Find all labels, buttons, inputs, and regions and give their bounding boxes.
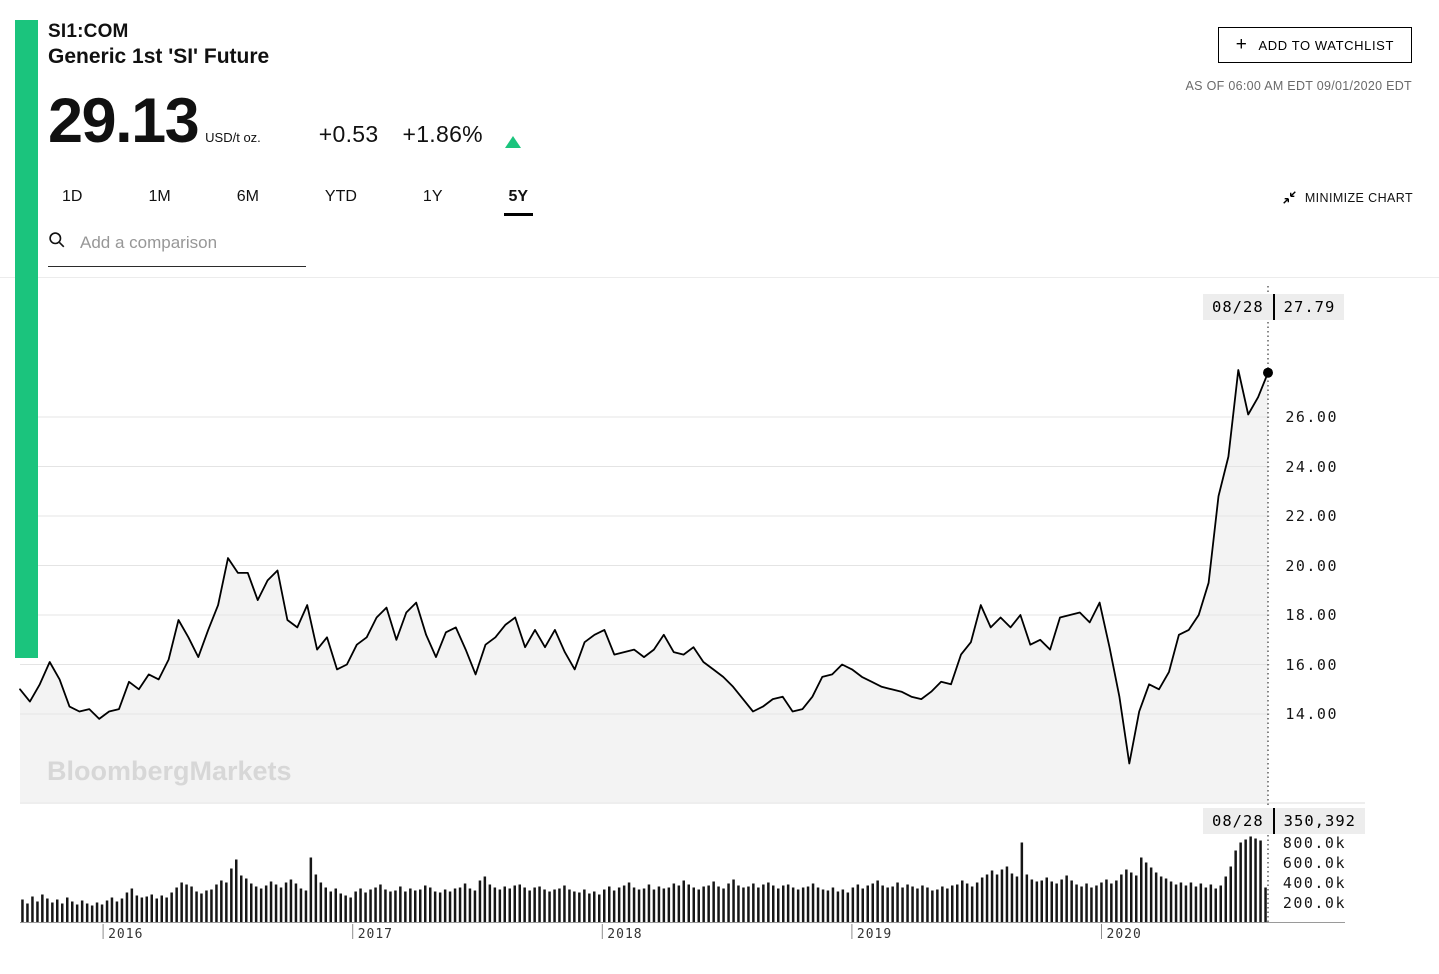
add-to-watchlist-label: ADD TO WATCHLIST (1258, 37, 1394, 53)
volume-axis-label: 600.0k (1282, 853, 1346, 872)
header-chart-divider (0, 277, 1439, 278)
security-name: Generic 1st 'SI' Future (48, 45, 270, 68)
svg-text:2017: 2017 (358, 927, 393, 942)
crosshair-date: 08/28 (1212, 812, 1264, 830)
quote-row: 29.13 USD/t oz. +0.53 +1.86% (48, 90, 521, 153)
as-of-timestamp: AS OF 06:00 AM EDT 09/01/2020 EDT (1185, 79, 1412, 93)
crosshair-volume: 350,392 (1283, 812, 1356, 830)
price-axis-label: 22.00 (1285, 507, 1338, 525)
bloomberg-watermark: BloombergMarkets (47, 756, 292, 786)
last-price: 29.13 (48, 86, 200, 156)
price-axis-label: 20.00 (1285, 556, 1338, 575)
svg-text:2016: 2016 (108, 927, 143, 942)
crosshair-price: 27.79 (1283, 298, 1336, 316)
range-tab-1y[interactable]: 1Y (422, 188, 443, 205)
price-unit: USD/t oz. (205, 130, 261, 145)
collapse-arrows-icon (1282, 190, 1297, 205)
range-tab-6m[interactable]: 6M (236, 188, 259, 205)
price-change: +0.53 (318, 121, 379, 147)
x-year-ticks: 2016 2017 2018 2019 2020 (102, 924, 1142, 942)
accent-bar (15, 20, 38, 658)
svg-text:2020: 2020 (1107, 927, 1142, 942)
range-tab-1d[interactable]: 1D (62, 188, 83, 205)
price-axis-label: 24.00 (1285, 457, 1338, 476)
price-axis-label: 16.00 (1285, 655, 1338, 674)
svg-text:2018: 2018 (607, 927, 642, 942)
volume-axis-label: 400.0k (1282, 873, 1346, 892)
magnifier-icon (48, 231, 66, 254)
svg-text:2019: 2019 (857, 927, 892, 942)
range-tab-5y[interactable]: 5Y (503, 188, 534, 216)
volume-axis-label: 800.0k (1282, 833, 1346, 852)
price-axis-label: 14.00 (1285, 705, 1338, 723)
ticker-symbol: SI1:COM (48, 21, 129, 42)
plus-icon: + (1235, 33, 1248, 55)
up-triangle-icon (504, 136, 521, 148)
price-gridlines (20, 416, 1270, 715)
axes (20, 802, 1365, 923)
price-area (20, 370, 1268, 802)
range-tabs: 1D 1M 6M YTD 1Y 5Y (62, 188, 534, 216)
crosshair-date: 08/28 (1212, 298, 1264, 316)
price-line-series (19, 369, 1269, 765)
add-to-watchlist-button[interactable]: + ADD TO WATCHLIST (1217, 27, 1412, 63)
tooltip-divider (1272, 808, 1275, 834)
price-axis-label: 18.00 (1285, 606, 1338, 624)
comparison-search-input[interactable] (78, 231, 283, 254)
price-crosshair-tooltip: 08/28 27.79 (1203, 294, 1345, 320)
range-tab-1m[interactable]: 1M (148, 188, 171, 205)
volume-crosshair-tooltip: 08/28 350,392 (1203, 808, 1365, 834)
range-tab-ytd[interactable]: YTD (324, 188, 357, 205)
volume-bars (21, 836, 1267, 923)
volume-axis-label: 200.0k (1282, 893, 1346, 912)
tooltip-divider (1272, 294, 1275, 320)
minimize-chart-label: MINIMIZE CHART (1304, 190, 1413, 205)
percent-change: +1.86% (402, 121, 483, 147)
minimize-chart-button[interactable]: MINIMIZE CHART (1282, 190, 1413, 205)
comparison-search[interactable] (48, 231, 306, 267)
price-axis-label: 26.00 (1285, 408, 1338, 426)
